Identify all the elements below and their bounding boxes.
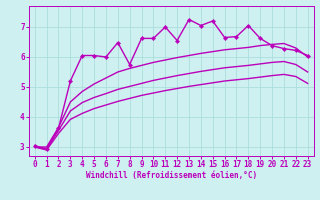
- X-axis label: Windchill (Refroidissement éolien,°C): Windchill (Refroidissement éolien,°C): [86, 171, 257, 180]
